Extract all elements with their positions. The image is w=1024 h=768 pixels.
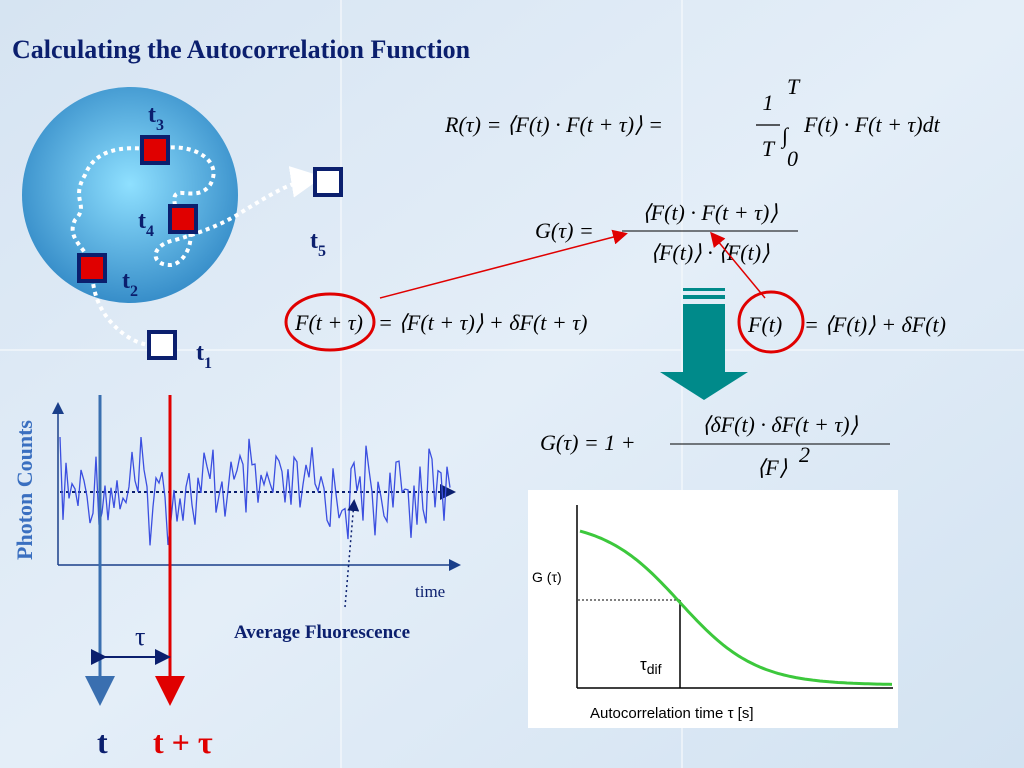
- highlight-ellipse: [737, 290, 805, 354]
- eq-r-right: F(t) · F(t + τ)dt: [803, 112, 941, 137]
- label-base: t: [148, 102, 156, 128]
- down-arrow: [660, 288, 748, 400]
- tau-label: τ: [135, 622, 145, 651]
- label-sub: 4: [146, 223, 154, 240]
- label-sub: 2: [130, 283, 138, 300]
- photon-trace: [59, 436, 451, 546]
- particles: [77, 135, 343, 360]
- label-base: t: [138, 208, 146, 234]
- label-base: t: [310, 228, 318, 254]
- eq-r-integral: ∫: [780, 123, 790, 149]
- label-base: t: [196, 340, 204, 366]
- eq-g1-numerator: ⟨F(t) · F(t + τ)⟩: [642, 200, 778, 225]
- eq-fshift-rest: = ⟨F(t + τ)⟩ + δF(t + τ): [378, 310, 587, 335]
- link-arrow: [379, 229, 628, 299]
- tau-dif-base: τ: [640, 655, 647, 674]
- focal-volume: [22, 87, 238, 303]
- autocorrelation-curve: [579, 529, 893, 686]
- eq-g2-left: G(τ) = 1 +: [540, 430, 636, 455]
- trace-axes: [52, 402, 461, 571]
- eq-g2-exponent: 2: [799, 442, 810, 467]
- eq-g2-denominator: ⟨F⟩: [757, 455, 788, 480]
- particle-label: t3: [148, 102, 164, 134]
- eq-f-circled: F(t): [747, 312, 782, 337]
- particle-label: t1: [196, 340, 212, 372]
- y-axis-label: Photon Counts: [12, 420, 37, 560]
- tau-dif-label: τdif: [640, 655, 662, 677]
- particle-label: t5: [310, 228, 326, 260]
- average-label: Average Fluorescence: [234, 622, 410, 643]
- eq-r-upper: T: [787, 74, 801, 99]
- inset-y-label: G (τ): [532, 569, 562, 585]
- t-label: t: [97, 724, 108, 760]
- highlight-ellipse: [284, 292, 376, 352]
- eq-fshift-circled: F(t + τ): [294, 310, 363, 335]
- eq-r-denominator: T: [762, 136, 776, 161]
- slide-title: Calculating the Autocorrelation Function: [12, 35, 471, 64]
- inset-x-label: Autocorrelation time τ [s]: [590, 705, 754, 722]
- eq-r-lower: 0: [787, 146, 798, 171]
- eq-r-left: R(τ) = ⟨F(t) · F(t + τ)⟩ =: [444, 112, 663, 137]
- eq-g1-left: G(τ) =: [535, 218, 594, 243]
- eq-g2-numerator: ⟨δF(t) · δF(t + τ)⟩: [702, 412, 859, 437]
- x-axis-label: time: [415, 582, 445, 601]
- tau-dif-sub: dif: [647, 661, 662, 677]
- inset-axes: [576, 505, 893, 689]
- label-sub: 5: [318, 243, 326, 260]
- eq-r-numerator: 1: [763, 90, 774, 115]
- diffusion-path: [70, 145, 323, 347]
- inset-panel: [528, 490, 898, 728]
- label-base: t: [122, 268, 130, 294]
- label-sub: 1: [204, 355, 212, 372]
- eq-f-rest: = ⟨F(t)⟩ + δF(t): [804, 312, 946, 337]
- label-sub: 3: [156, 117, 164, 134]
- eq-g1-denominator: ⟨F(t)⟩ · ⟨F(t)⟩: [650, 240, 770, 265]
- t-tau-label: t + τ: [153, 724, 213, 760]
- particle-label: t4: [138, 208, 154, 240]
- particle-label: t2: [122, 268, 138, 300]
- link-arrow: [710, 231, 766, 299]
